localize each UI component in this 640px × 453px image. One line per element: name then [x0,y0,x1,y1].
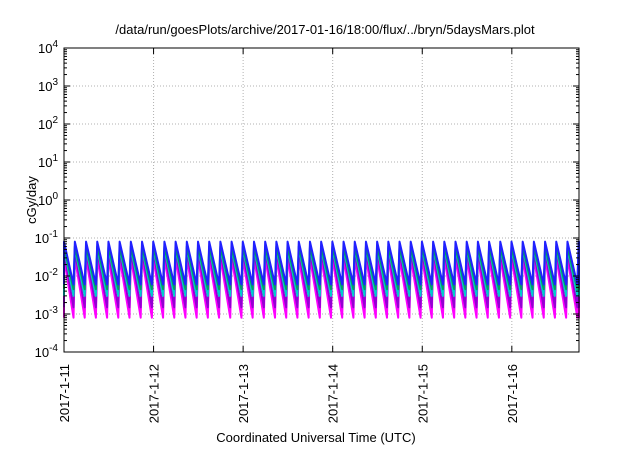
y-tick-label: 10-3 [35,305,59,322]
series-line-0 [63,256,580,319]
x-tick-label: 2017-1-11 [57,364,72,422]
y-tick-label: 103 [38,77,58,94]
series-line-4 [63,240,580,286]
x-tick-label: 2017-1-16 [505,364,520,423]
y-axis-label: cGy/day [24,176,39,224]
x-tick-label: 2017-1-14 [326,364,341,423]
y-tick-label: 10-1 [35,229,59,246]
series-line-1 [63,250,580,309]
tick-layer: 10-4 10-3 10-2 10-1 100 101 102 103 104 2017-1-11… [35,39,579,423]
x-axis-label: Coordinated Universal Time (UTC) [216,430,415,445]
series-line-3 [63,245,580,291]
y-tick-label: 10-4 [35,343,59,360]
x-tick-label: 2017-1-13 [236,364,251,423]
y-tick-label: 101 [38,153,58,170]
chart-title: /data/run/goesPlots/archive/2017-01-16/1… [115,22,535,37]
series-line-2 [63,246,580,297]
y-tick-label: 102 [38,115,58,132]
y-tick-label: 104 [38,39,58,56]
series-layer [63,240,580,319]
x-tick-label: 2017-1-12 [147,364,162,423]
y-tick-label: 10-2 [35,267,59,284]
x-tick-label: 2017-1-15 [415,364,430,423]
y-tick-label: 100 [38,191,58,208]
